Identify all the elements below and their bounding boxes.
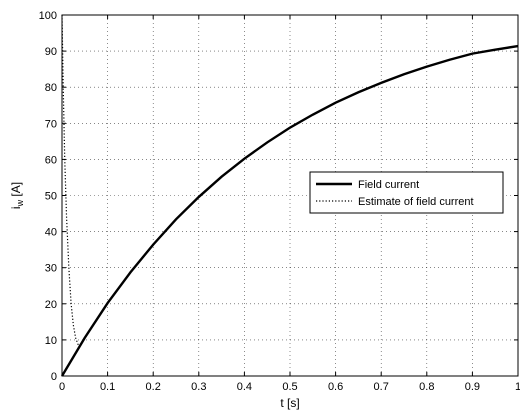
legend-box	[309, 171, 504, 214]
x-tick-label: 0.3	[191, 381, 206, 393]
x-tick-label: 0	[59, 381, 65, 393]
legend: Field current Estimate of field current	[309, 171, 504, 214]
x-tick-label: 0.4	[237, 381, 252, 393]
y-axis-label-unit: [A]	[9, 182, 23, 200]
y-tick-label: 100	[39, 10, 57, 22]
y-tick-label: 60	[45, 154, 57, 166]
y-tick-label: 30	[45, 263, 57, 275]
x-tick-label: 0.9	[465, 381, 480, 393]
series-field-current	[60, 44, 519, 377]
series-estimate-field-current	[61, 14, 81, 347]
y-tick-label: 0	[51, 371, 57, 383]
x-tick-label: 0.6	[328, 381, 343, 393]
y-axis-label-main: i	[9, 206, 23, 209]
y-tick-label: 40	[45, 227, 57, 239]
x-tick-label: 0.5	[282, 381, 297, 393]
y-tick-label: 90	[45, 46, 57, 58]
series-layer	[60, 14, 519, 377]
x-tick-label: 1	[515, 381, 520, 393]
y-tick-label: 20	[45, 299, 57, 311]
x-tick-label: 0.2	[146, 381, 161, 393]
y-tick-label: 80	[45, 82, 57, 94]
y-tick-label: 50	[45, 191, 57, 203]
x-tick-label: 0.7	[374, 381, 389, 393]
y-tick-label: 10	[45, 335, 57, 347]
x-tick-label: 0.8	[419, 381, 434, 393]
ticks	[61, 14, 519, 377]
x-tick-label: 0.1	[100, 381, 115, 393]
y-axis-label: iw [A]	[9, 182, 25, 209]
legend-label-estimate: Estimate of field current	[358, 196, 474, 208]
legend-label-field-current: Field current	[358, 179, 419, 191]
x-axis-label: t [s]	[280, 396, 299, 410]
y-axis-label-subscript: w	[15, 199, 25, 207]
y-tick-label: 70	[45, 118, 57, 130]
tick-labels: 0 0.1 0.2 0.3 0.4 0.5 0.6 0.7 0.8 0.9 101020304050…	[39, 10, 520, 393]
